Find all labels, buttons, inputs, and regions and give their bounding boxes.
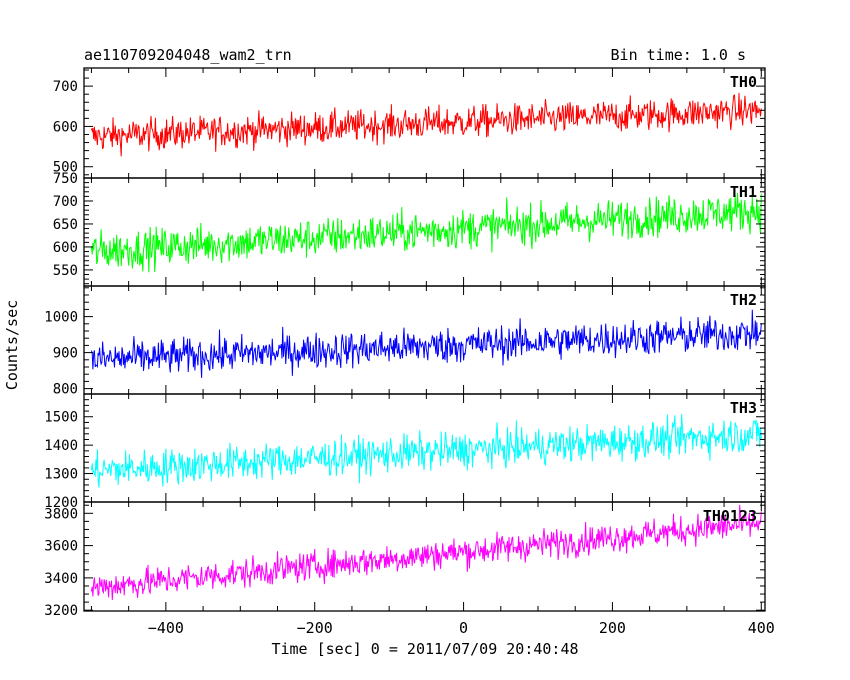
y-tick-label: 700: [53, 194, 78, 210]
y-tick-label: 1400: [44, 438, 78, 454]
panel-th0123: 3200 3400 3600 3800 TH0123: [44, 501, 766, 619]
y-tick-label: 750: [53, 171, 78, 187]
y-tick-label: 3600: [44, 539, 78, 555]
panel-label: TH2: [730, 291, 757, 309]
x-axis-label: Time [sec] 0 = 2011/07/09 20:40:48: [271, 640, 578, 658]
y-tick-label: 1500: [44, 410, 78, 426]
x-tick-label: 0: [459, 619, 468, 637]
y-tick-label: 800: [53, 382, 78, 398]
y-tick-label: 3800: [44, 506, 78, 522]
x-tick-label: 400: [748, 619, 775, 637]
y-tick-label: 700: [53, 79, 78, 95]
series-line-th0123: [90, 504, 762, 601]
x-tick-label: −200: [297, 619, 333, 637]
x-tick-label: 200: [599, 619, 626, 637]
chart-subtitle: Bin time: 1.0 s: [611, 46, 746, 64]
y-tick-label: 900: [53, 346, 78, 362]
panel-th3: 1200 1300 1400 1500 TH3: [44, 393, 766, 511]
y-tick-label: 1300: [44, 467, 78, 483]
y-tick-label: 3200: [44, 603, 78, 619]
y-tick-label: 500: [53, 160, 78, 176]
panel-frame: [83, 393, 766, 503]
series-line-th2: [90, 309, 762, 378]
y-tick-label: 600: [53, 119, 78, 135]
y-tick-label: 600: [53, 240, 78, 256]
panel-label: TH3: [730, 399, 757, 417]
panel-frame: [83, 501, 766, 612]
y-axis-label: Counts/sec: [3, 300, 21, 390]
panel-th2: 800 900 1000 TH2: [44, 285, 766, 398]
series-line-th1: [90, 192, 762, 273]
y-tick-label: 650: [53, 217, 78, 233]
panel-label: TH0: [730, 73, 757, 91]
x-tick-label: −400: [148, 619, 184, 637]
y-tick-label: 3400: [44, 571, 78, 587]
panel-th0: 500 600 700 TH0: [53, 67, 766, 179]
panel-stack: 500 600 700 TH0 550 600 650 700 750 TH1 800 900 1000…: [44, 67, 775, 637]
panel-th1: 550 600 650 700 750 TH1: [53, 171, 766, 287]
panel-frame: [83, 285, 766, 395]
y-tick-label: 550: [53, 263, 78, 279]
series-line-th0: [90, 92, 762, 157]
series-line-th3: [90, 414, 762, 488]
panel-label: TH1: [730, 183, 757, 201]
chart-title: ae110709204048_wam2_trn: [84, 46, 292, 64]
panel-label: TH0123: [703, 507, 757, 525]
y-tick-label: 1000: [44, 310, 78, 326]
y-tick-label: 1200: [44, 495, 78, 511]
